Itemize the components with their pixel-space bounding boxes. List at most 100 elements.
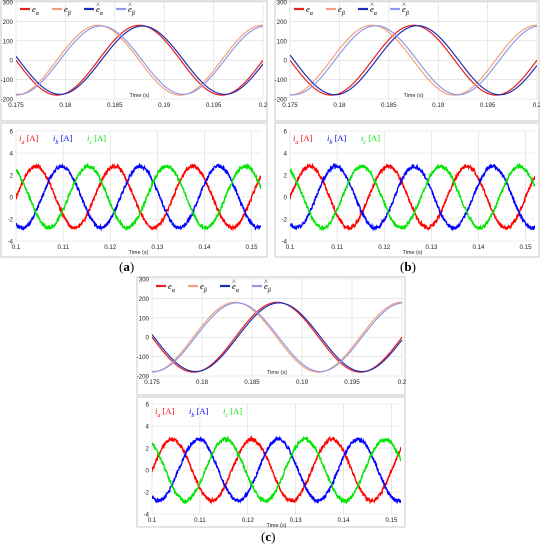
legend-entry: eβ^ [252,279,272,294]
y-tick-label: -4 [281,239,287,246]
subplot-frame [274,122,540,258]
legend-entry: eα [294,4,314,17]
x-tick-label: 0.14 [472,244,485,251]
x-tick-label: 0.18 [196,379,209,386]
y-tick-label: 0 [10,58,14,65]
y-tick-label: 300 [277,0,288,7]
x-tick-label: 0.12 [104,244,117,251]
legend-label: ia [A] [19,133,39,146]
panel-label-open: ( [400,259,405,274]
legend-entry: eβ [52,4,72,17]
y-tick-label: -100 [137,354,150,361]
legend-label: eα [96,4,104,17]
x-tick-label: 0.185 [107,102,123,109]
legend-label: ic [A] [87,133,106,146]
y-tick-label: -100 [1,77,14,84]
panel-c-current-chart: -4 -2 0 2 4 6 0.1 0.11 0.12 0.13 0.14 0.15 Time (s) i… [136,396,406,529]
x-tick-label: 0.2 [398,379,407,386]
x-tick-label: 0.15 [385,517,398,524]
legend-entry: eα [156,281,176,294]
series-line-emf-1 [16,24,263,96]
y-tick-label: 4 [10,151,14,158]
x-tick-label: 0.1 [286,244,295,251]
x-axis-label: Time (s) [267,523,287,529]
y-tick-label: 6 [284,129,288,136]
legend-label: ia [A] [293,133,313,146]
legend-hat: ^ [96,2,100,10]
x-tick-label: 0.195 [480,102,496,109]
series-line-emf-1 [152,301,402,373]
legend-entry: eα^ [220,279,240,294]
x-tick-label: 0.11 [57,244,69,251]
series-line-emf-3 [152,302,402,373]
legend-hat: ^ [402,2,406,10]
y-tick-label: -4 [7,239,13,246]
series-line-current-1 [290,162,535,232]
series-line-current-2 [16,162,261,232]
x-axis-label: Time (s) [267,370,287,376]
legend-entry: eβ [326,4,346,17]
x-tick-label: 0.175 [8,102,24,109]
y-tick-label: -2 [281,217,287,224]
series-line-current-3 [16,162,261,231]
legend-hat: ^ [370,2,374,10]
y-tick-label: 100 [139,315,150,322]
series-line-current-1 [152,435,401,506]
subplot-frame [0,122,268,258]
x-tick-label: 0.195 [344,379,360,386]
x-tick-label: 0.18 [59,102,72,109]
legend-label: eβ [64,4,72,17]
legend-label: eβ [128,4,136,17]
y-tick-label: -200 [137,374,150,381]
legend-label: eα [168,281,176,294]
y-tick-label: 100 [277,38,288,45]
y-tick-label: 200 [277,19,288,26]
x-tick-label: 0.18 [333,102,346,109]
y-tick-label: 0 [284,195,288,202]
x-tick-label: 0.14 [198,244,211,251]
y-tick-label: -200 [1,97,14,104]
x-tick-label: 0.13 [151,244,164,251]
series-line-emf-3 [16,25,263,95]
legend-label: ib [A] [189,406,209,419]
subplot-frame [136,396,406,528]
series-line-current-2 [152,435,401,504]
panel-label-open: ( [261,529,266,544]
legend-label: ia [A] [155,406,175,419]
y-tick-label: 200 [3,19,14,26]
x-tick-label: 0.13 [425,244,438,251]
legend-entry: eβ [188,281,208,294]
x-tick-label: 0.12 [242,517,255,524]
y-tick-label: 300 [3,0,14,7]
legend-label: ic [A] [361,133,380,146]
series-line-emf-2 [290,24,537,96]
series-line-emf-4 [152,302,402,373]
x-axis-label: Time (s) [129,250,149,256]
panel-label-close: ) [129,259,135,274]
panel-label-letter: c [265,529,272,544]
panel-label-b: (b) [400,259,416,275]
x-tick-label: 0.19 [432,102,445,109]
series-line-current-3 [152,435,401,505]
y-tick-label: 0 [146,468,150,475]
y-tick-label: -100 [275,77,288,84]
legend-hat: ^ [232,279,236,287]
x-tick-label: 0.2 [533,102,540,109]
series-line-emf-2 [16,24,263,96]
y-tick-label: 2 [10,173,14,180]
x-tick-label: 0.15 [520,244,533,251]
x-tick-label: 0.14 [338,517,351,524]
y-tick-label: 6 [10,129,14,136]
panel-c-emf-chart: -200 -100 0 100 200 300 0.175 0.18 0.185 0.19 0.19… [136,276,407,396]
series-line-current-1 [16,162,261,232]
panel-label-close: ) [411,259,416,274]
subplot-frame [0,0,268,122]
y-tick-label: -200 [275,97,288,104]
series-line-emf-3 [290,25,537,96]
y-tick-label: 2 [284,173,288,180]
panel-label-close: ) [271,529,276,544]
y-tick-label: -2 [7,217,13,224]
legend-label: eα [232,281,240,294]
x-tick-label: 0.19 [158,102,171,109]
